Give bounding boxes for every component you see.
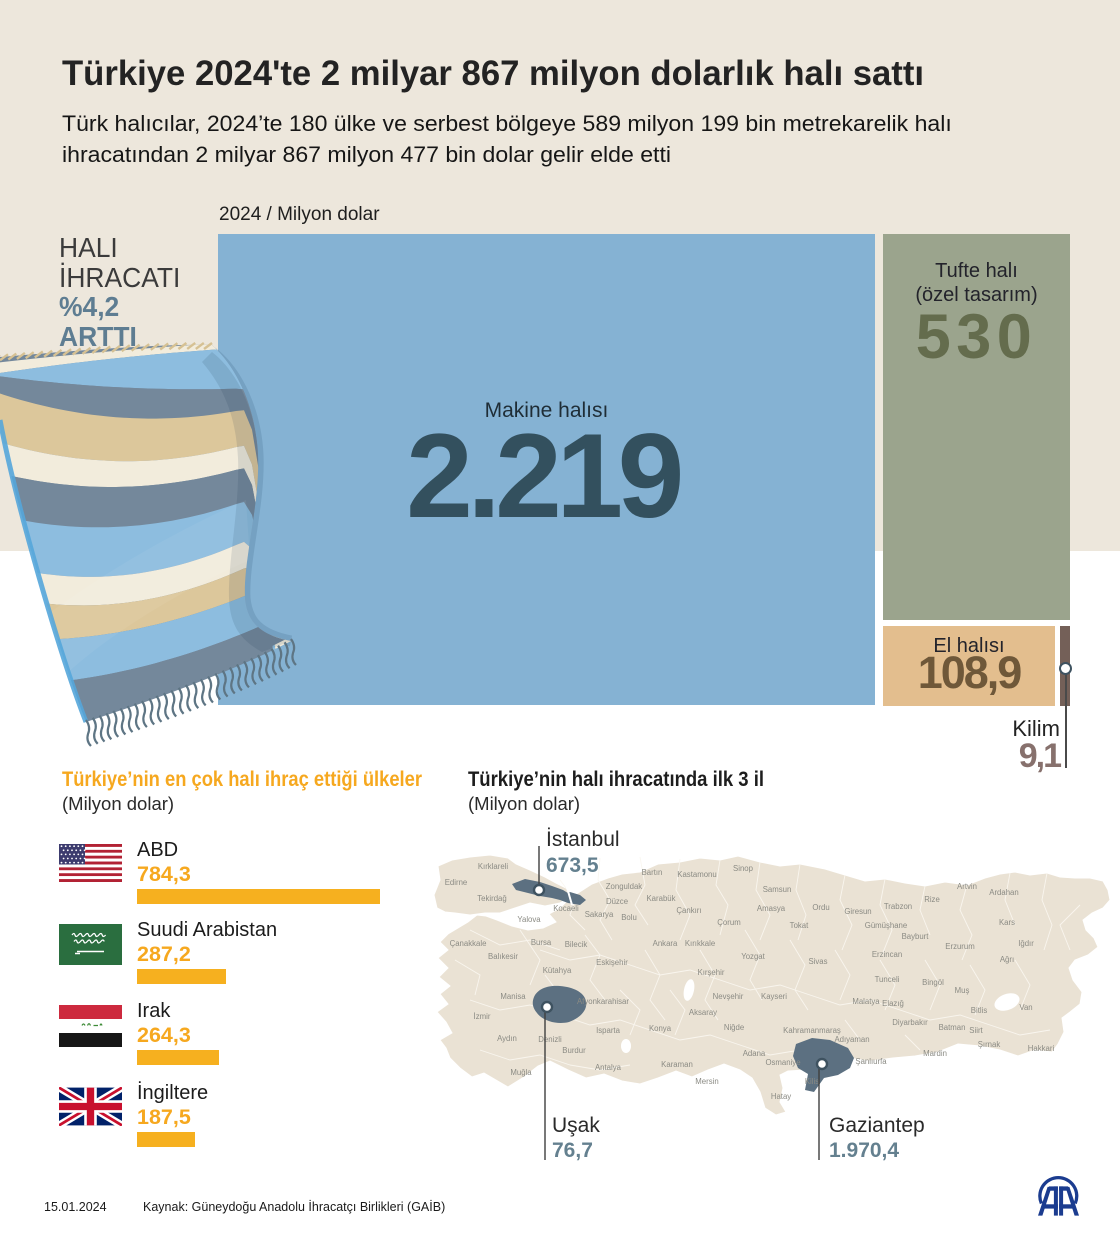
svg-text:Bartın: Bartın	[642, 868, 663, 877]
svg-text:Karaman: Karaman	[661, 1060, 693, 1069]
svg-text:Bingöl: Bingöl	[922, 978, 944, 987]
svg-text:Sinop: Sinop	[733, 864, 754, 873]
svg-text:Kırşehir: Kırşehir	[698, 968, 725, 977]
svg-text:Karabük: Karabük	[646, 894, 675, 903]
svg-text:Siirt: Siirt	[969, 1026, 983, 1035]
svg-text:Çankırı: Çankırı	[676, 906, 701, 915]
svg-text:Afyonkarahisar: Afyonkarahisar	[577, 997, 629, 1006]
svg-text:Kayseri: Kayseri	[761, 992, 787, 1001]
svg-text:Niğde: Niğde	[724, 1023, 744, 1032]
svg-text:Ankara: Ankara	[653, 939, 678, 948]
svg-text:Malatya: Malatya	[852, 997, 880, 1006]
svg-text:Sakarya: Sakarya	[585, 910, 614, 919]
svg-text:Gümüşhane: Gümüşhane	[865, 921, 907, 930]
svg-text:Edirne: Edirne	[445, 878, 468, 887]
svg-text:Tekirdağ: Tekirdağ	[477, 894, 506, 903]
svg-text:Çorum: Çorum	[717, 918, 740, 927]
svg-text:Kırıkkale: Kırıkkale	[685, 939, 715, 948]
svg-text:Zonguldak: Zonguldak	[606, 882, 643, 891]
svg-text:Konya: Konya	[649, 1024, 672, 1033]
svg-text:Erzurum: Erzurum	[945, 942, 974, 951]
svg-text:Balıkesir: Balıkesir	[488, 952, 518, 961]
svg-text:Kilis: Kilis	[805, 1077, 819, 1086]
svg-text:Kastamonu: Kastamonu	[677, 870, 716, 879]
svg-text:Aksaray: Aksaray	[689, 1008, 717, 1017]
svg-text:Antalya: Antalya	[595, 1063, 622, 1072]
svg-text:Isparta: Isparta	[596, 1026, 620, 1035]
svg-text:Yalova: Yalova	[517, 915, 541, 924]
svg-text:Iğdır: Iğdır	[1018, 939, 1034, 948]
svg-text:Batman: Batman	[939, 1023, 966, 1032]
svg-text:Nevşehir: Nevşehir	[713, 992, 744, 1001]
svg-text:Şırnak: Şırnak	[978, 1040, 1001, 1049]
svg-text:Yozgat: Yozgat	[741, 952, 765, 961]
svg-text:Kars: Kars	[999, 918, 1015, 927]
svg-text:Şanlıurfa: Şanlıurfa	[855, 1057, 887, 1066]
svg-text:Eskişehir: Eskişehir	[596, 958, 628, 967]
svg-text:Kahramanmaraş: Kahramanmaraş	[783, 1026, 841, 1035]
svg-text:Muğla: Muğla	[510, 1068, 532, 1077]
svg-text:Mardin: Mardin	[923, 1049, 947, 1058]
svg-text:Muş: Muş	[955, 986, 970, 995]
svg-text:Ağrı: Ağrı	[1000, 955, 1014, 964]
svg-text:Giresun: Giresun	[844, 907, 871, 916]
svg-text:Manisa: Manisa	[500, 992, 526, 1001]
svg-text:Bitlis: Bitlis	[971, 1006, 988, 1015]
svg-text:Mersin: Mersin	[695, 1077, 718, 1086]
svg-text:Denizli: Denizli	[538, 1035, 562, 1044]
svg-text:Kocaeli: Kocaeli	[553, 904, 579, 913]
svg-text:Diyarbakır: Diyarbakır	[892, 1018, 928, 1027]
svg-text:Van: Van	[1019, 1003, 1032, 1012]
svg-text:Hakkari: Hakkari	[1028, 1044, 1055, 1053]
svg-text:Adana: Adana	[743, 1049, 766, 1058]
svg-text:Bolu: Bolu	[621, 913, 637, 922]
svg-text:Adıyaman: Adıyaman	[834, 1035, 869, 1044]
svg-text:Bursa: Bursa	[531, 938, 552, 947]
svg-text:Aydın: Aydın	[497, 1034, 517, 1043]
svg-text:Osmaniye: Osmaniye	[765, 1058, 800, 1067]
svg-text:Tokat: Tokat	[790, 921, 809, 930]
svg-text:Elazığ: Elazığ	[882, 999, 904, 1008]
svg-text:Bilecik: Bilecik	[565, 940, 588, 949]
svg-text:Samsun: Samsun	[763, 885, 792, 894]
svg-text:Kütahya: Kütahya	[543, 966, 572, 975]
svg-text:Bayburt: Bayburt	[902, 932, 930, 941]
svg-text:Burdur: Burdur	[562, 1046, 586, 1055]
svg-text:Hatay: Hatay	[771, 1092, 791, 1101]
svg-text:Erzincan: Erzincan	[872, 950, 902, 959]
svg-text:İzmir: İzmir	[474, 1012, 491, 1021]
svg-text:Kırklareli: Kırklareli	[478, 862, 509, 871]
svg-text:Ardahan: Ardahan	[989, 888, 1018, 897]
svg-text:Ordu: Ordu	[812, 903, 829, 912]
svg-text:Tunceli: Tunceli	[875, 975, 900, 984]
svg-text:Çanakkale: Çanakkale	[450, 939, 487, 948]
svg-text:Trabzon: Trabzon	[884, 902, 912, 911]
svg-text:Amasya: Amasya	[757, 904, 786, 913]
svg-text:Düzce: Düzce	[606, 897, 628, 906]
svg-text:Rize: Rize	[924, 895, 940, 904]
svg-text:Sivas: Sivas	[808, 957, 827, 966]
svg-text:Artvin: Artvin	[957, 882, 977, 891]
